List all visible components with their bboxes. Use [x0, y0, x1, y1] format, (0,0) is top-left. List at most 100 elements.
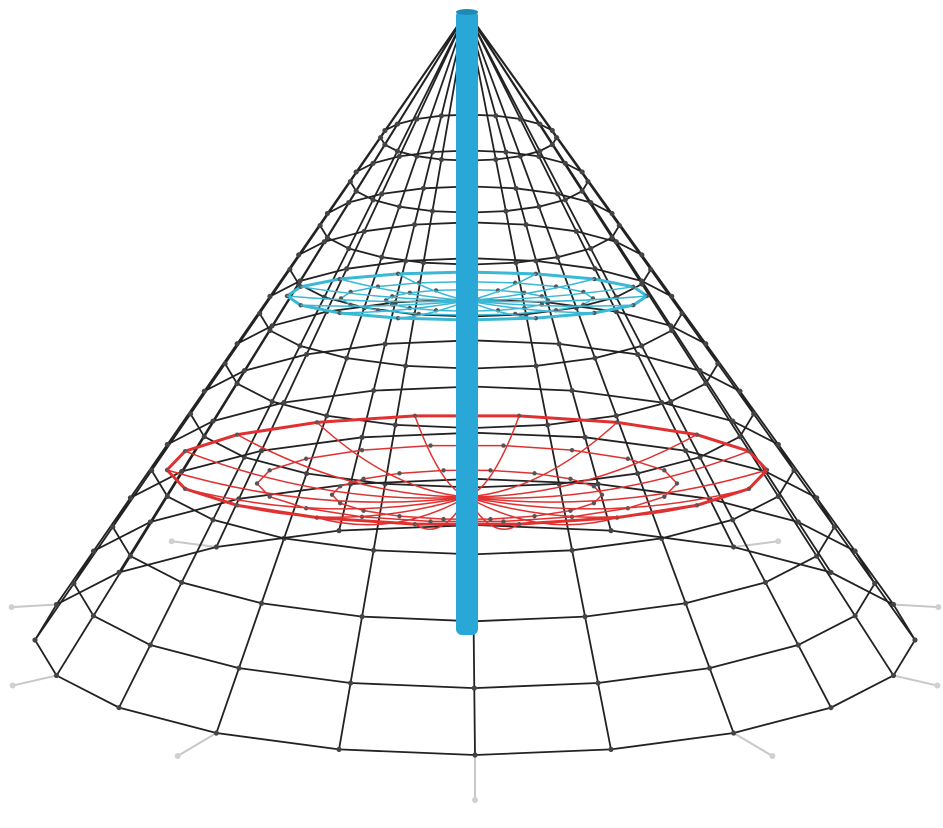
rope-knot [669, 327, 675, 334]
rope-knot [411, 222, 418, 228]
anchor [934, 682, 941, 689]
rope-knot [32, 637, 38, 643]
rope-knot [472, 752, 478, 758]
lower-net-knot [428, 443, 433, 448]
rope-knot [592, 266, 598, 272]
lower-net-knot [674, 481, 680, 486]
rope-knot [852, 548, 858, 554]
upper-net-spoke [339, 278, 468, 302]
upper-net-knot [592, 276, 597, 282]
rope-knot [730, 517, 736, 523]
rope-knot [493, 113, 499, 119]
upper-net-spoke [286, 295, 468, 303]
rope-knot [703, 341, 709, 347]
rope-knot [347, 178, 353, 185]
rope-knot [71, 580, 77, 587]
lower-net-knot [254, 481, 260, 486]
rope-knot [394, 148, 401, 154]
lower-net-spoke [466, 433, 698, 498]
rope [466, 11, 916, 641]
upper-net-spoke [466, 286, 634, 302]
rope-knot [429, 149, 436, 155]
rope-knot [828, 704, 834, 711]
rope [466, 11, 612, 750]
rope-knot [379, 254, 385, 260]
rope-knot [828, 569, 834, 576]
rope-net [8, 9, 942, 803]
lower-net-knot [591, 484, 597, 489]
lower-net-knot [337, 484, 343, 489]
upper-net-spoke [466, 278, 595, 302]
lower-net-knot [568, 508, 573, 513]
rope-knot [287, 266, 293, 273]
rope [215, 11, 468, 734]
rope-knot [303, 351, 310, 357]
rope-knot [90, 613, 97, 619]
rope [338, 11, 468, 531]
rope-knot [149, 467, 155, 474]
rope-knot [791, 467, 797, 474]
rope-knot [639, 252, 645, 258]
rope-knot [402, 363, 409, 369]
rope-knot [370, 160, 376, 166]
lower-net-spoke [466, 496, 697, 518]
rope-knot [281, 399, 287, 406]
rope-knot [533, 363, 539, 369]
rope-knot [608, 528, 614, 534]
anchor [168, 538, 175, 545]
rope-knot [147, 519, 153, 525]
rope-knot [569, 547, 575, 553]
rope-knot [775, 493, 781, 499]
upper-net-knot [298, 302, 303, 308]
rope-knot [536, 204, 542, 210]
rope-knot [608, 746, 614, 752]
rope-knot [382, 127, 388, 134]
rope-knot [213, 544, 219, 550]
rope-knot [588, 199, 594, 206]
rope-knot [236, 665, 242, 671]
rope-knot [344, 355, 350, 361]
rope-knot [147, 642, 153, 648]
rope-knot [613, 413, 619, 419]
rope-knot [582, 614, 588, 620]
rope-knot [297, 278, 303, 284]
rope-knot [297, 343, 303, 349]
rope-knot [353, 169, 359, 175]
lower-net-spoke [466, 450, 750, 499]
rope-knot [267, 293, 273, 299]
rope-knot [324, 413, 330, 419]
anchor [769, 752, 776, 759]
rope-knot [90, 548, 97, 554]
lower-net-knot [361, 476, 366, 482]
rope-knot [222, 361, 228, 367]
upper-net-knot [298, 284, 303, 290]
rope-knot [258, 448, 265, 454]
lower-net-spoke [466, 496, 618, 526]
rope-knot [814, 495, 820, 501]
rope-knot [659, 399, 665, 406]
rope-knot [258, 600, 265, 606]
rope-knot [471, 685, 477, 691]
rope-knot [537, 148, 543, 154]
rope-knot [513, 260, 519, 266]
rope-knot [613, 239, 619, 245]
rope-knot [361, 228, 367, 234]
rope-knot [346, 199, 352, 206]
rope-knot [127, 553, 134, 559]
lower-net-knot [441, 468, 446, 473]
anchor-rope [893, 603, 939, 609]
rope-knot [164, 493, 170, 499]
pole-top [456, 9, 478, 15]
rope-knot [359, 434, 365, 440]
lower-net-knot [569, 447, 575, 453]
rope-knot [382, 142, 388, 148]
rope-knot [683, 600, 689, 606]
lower-net-knot [359, 447, 365, 453]
rope-knot [545, 422, 551, 428]
rope-knot [549, 127, 555, 134]
rope-knot [210, 517, 216, 523]
anchor-rope [733, 732, 773, 757]
lower-net-knot [501, 443, 506, 448]
rope-knot [179, 468, 185, 475]
rope [466, 11, 735, 734]
